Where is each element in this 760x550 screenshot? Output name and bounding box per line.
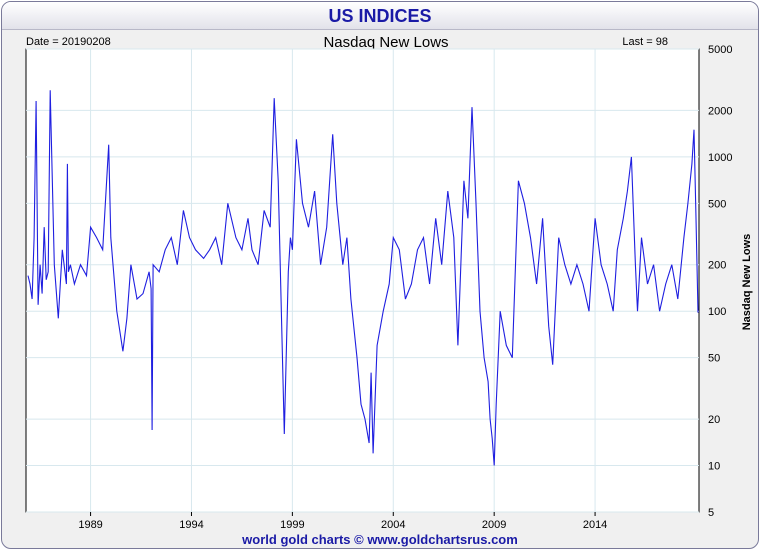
x-tick-label: 2009 bbox=[482, 519, 506, 531]
last-label: Last = 98 bbox=[622, 36, 668, 48]
footer-credit: world gold charts © www.goldchartsrus.co… bbox=[242, 532, 518, 547]
series-line bbox=[27, 90, 699, 466]
y-axis-label: Nasdaq New Lows bbox=[741, 234, 753, 331]
date-label: Date = 20190208 bbox=[26, 36, 111, 48]
y-tick-label: 100 bbox=[708, 306, 726, 318]
chart-title: Nasdaq New Lows bbox=[323, 34, 448, 51]
y-tick-label: 50 bbox=[708, 353, 720, 365]
y-tick-label: 20 bbox=[708, 414, 720, 426]
banner-title: US INDICES bbox=[328, 6, 432, 26]
y-tick-label: 5000 bbox=[708, 44, 732, 56]
banner: US INDICES bbox=[2, 2, 758, 30]
grid bbox=[26, 48, 699, 513]
x-tick-label: 1994 bbox=[179, 519, 203, 531]
y-tick-label: 5 bbox=[708, 507, 714, 519]
x-axis: 1989 1994 1999 2004 2009 2014 bbox=[78, 512, 607, 531]
y-tick-label: 500 bbox=[708, 198, 726, 210]
y-tick-label: 1000 bbox=[708, 152, 732, 164]
y-tick-label: 200 bbox=[708, 260, 726, 272]
x-tick-label: 1999 bbox=[280, 519, 304, 531]
x-tick-label: 2014 bbox=[583, 519, 607, 531]
y-axis: 5 10 20 50 100 200 500 1000 2000 5000 bbox=[708, 44, 732, 519]
y-tick-label: 2000 bbox=[708, 105, 732, 117]
x-tick-label: 1989 bbox=[78, 519, 102, 531]
y-tick-label: 10 bbox=[708, 461, 720, 473]
x-tick-label: 2004 bbox=[381, 519, 405, 531]
plot-area bbox=[25, 48, 700, 513]
